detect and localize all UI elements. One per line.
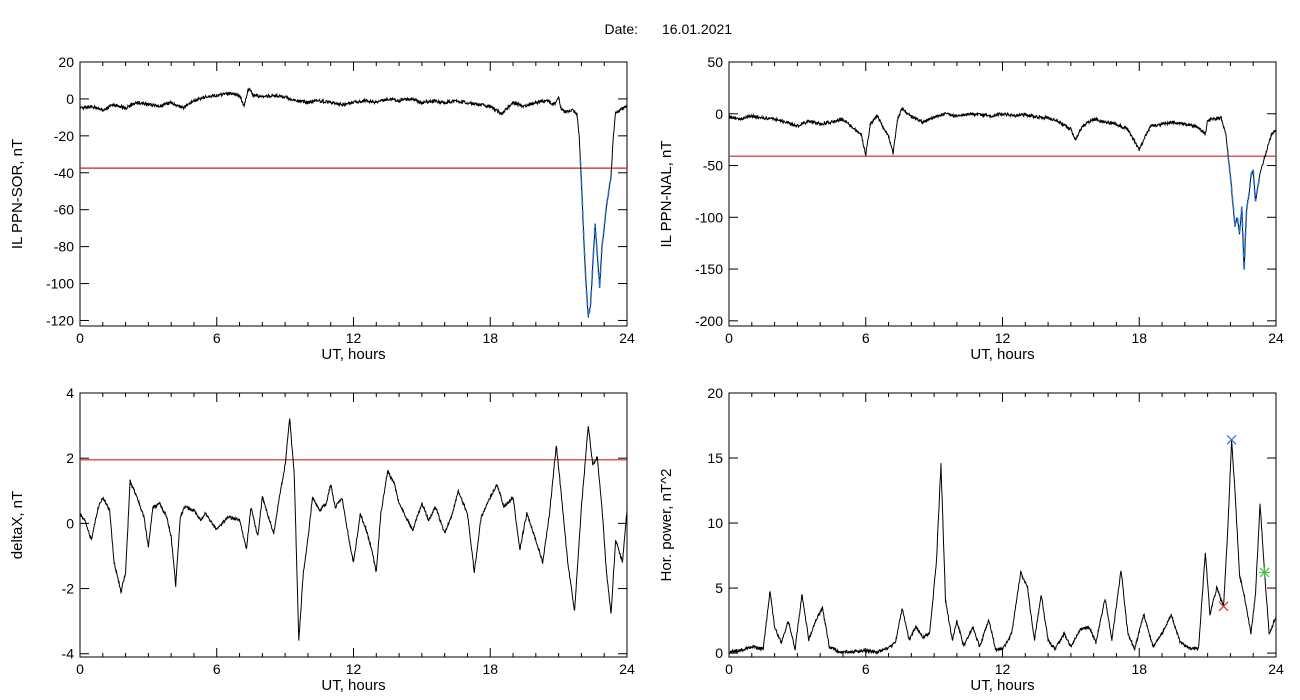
y-axis-label: IL PPN-NAL, nT: [658, 141, 675, 248]
series-line: [80, 87, 627, 318]
y-tick-label: 0: [715, 645, 723, 661]
y-axis-label: IL PPN-SOR, nT: [9, 139, 26, 249]
peak-marker: [1226, 434, 1237, 445]
x-tick-label: 24: [1268, 661, 1284, 677]
x-axis-label: UT, hours: [321, 346, 385, 363]
y-tick-label: -20: [54, 128, 74, 144]
x-tick-label: 6: [862, 661, 870, 677]
y-tick-label: 20: [58, 54, 74, 70]
peak-marker: [1259, 566, 1271, 578]
series-line: [80, 418, 627, 641]
y-tick-label: -2: [62, 581, 75, 597]
highlight-segment: [1227, 155, 1261, 270]
x-tick-label: 0: [725, 330, 733, 346]
x-tick-label: 12: [346, 330, 362, 346]
x-tick-label: 18: [1131, 661, 1147, 677]
y-tick-label: 20: [707, 385, 723, 401]
chart-panel-nal: 0 6 12 18 24 50 0 -50 -100 -150 -200 UT, hours IL PP…: [658, 54, 1284, 363]
plot-area: [80, 87, 627, 318]
chart-panel-deltax: 0 6 12 18 24 4 2 0 -2 -4 UT, hours deltaX, nT: [9, 385, 635, 694]
y-tick-label: -40: [54, 165, 74, 181]
x-tick-label: 0: [76, 330, 84, 346]
marker-stroke: [1226, 434, 1237, 445]
y-tick-label: 50: [707, 54, 723, 70]
y-tick-label: -100: [46, 276, 74, 292]
plot-frame: [728, 61, 1277, 327]
x-tick-label: 12: [346, 661, 362, 677]
date-label: Date:: [605, 21, 638, 37]
plot-frame: [79, 392, 628, 658]
x-axis-label: UT, hours: [970, 677, 1034, 694]
y-tick-label: -60: [54, 202, 74, 218]
peak-marker: [1218, 601, 1229, 612]
y-tick-label: -120: [46, 312, 74, 328]
series-line: [729, 106, 1276, 270]
highlight-segment: [579, 160, 612, 318]
y-tick-label: 2: [66, 450, 74, 466]
y-tick-label: -80: [54, 239, 74, 255]
x-tick-label: 24: [619, 661, 635, 677]
series-line: [729, 439, 1276, 655]
x-tick-label: 6: [213, 661, 221, 677]
y-tick-label: -4: [62, 646, 75, 662]
x-axis-label: UT, hours: [321, 677, 385, 694]
plot-area: [729, 106, 1276, 270]
y-tick-label: -50: [703, 158, 723, 174]
plot-area: [729, 434, 1276, 655]
plot-area: [80, 418, 627, 641]
x-tick-label: 12: [995, 330, 1011, 346]
chart-panel-sor: 0 6 12 18 24 20 0 -20 -40 -60 -80 -100 -120 UT, hours…: [9, 54, 635, 363]
date-value: 16.01.2021: [662, 21, 732, 37]
x-tick-label: 6: [213, 330, 221, 346]
y-tick-label: 10: [707, 515, 723, 531]
x-tick-label: 0: [725, 661, 733, 677]
y-tick-label: 0: [66, 515, 74, 531]
chart-panel-power: 0 6 12 18 24 20 15 10 5 0 UT, hours Hor. power, nT^…: [658, 385, 1284, 694]
x-tick-label: 18: [482, 661, 498, 677]
y-tick-label: -100: [695, 209, 723, 225]
y-tick-label: 15: [707, 450, 723, 466]
x-tick-label: 24: [1268, 330, 1284, 346]
y-tick-label: 0: [715, 106, 723, 122]
marker-stroke: [1218, 601, 1229, 612]
x-tick-label: 12: [995, 661, 1011, 677]
plot-frame: [728, 392, 1277, 658]
y-tick-label: 0: [66, 91, 74, 107]
x-tick-label: 6: [862, 330, 870, 346]
x-tick-label: 18: [1131, 330, 1147, 346]
y-tick-label: 5: [715, 580, 723, 596]
x-tick-label: 0: [76, 661, 84, 677]
y-tick-label: 4: [66, 385, 74, 401]
y-axis-label: deltaX, nT: [9, 491, 26, 559]
y-tick-label: -150: [695, 261, 723, 277]
x-axis-label: UT, hours: [970, 346, 1034, 363]
x-tick-label: 24: [619, 330, 635, 346]
y-axis-label: Hor. power, nT^2: [658, 469, 675, 582]
x-tick-label: 18: [482, 330, 498, 346]
y-tick-label: -200: [695, 313, 723, 329]
